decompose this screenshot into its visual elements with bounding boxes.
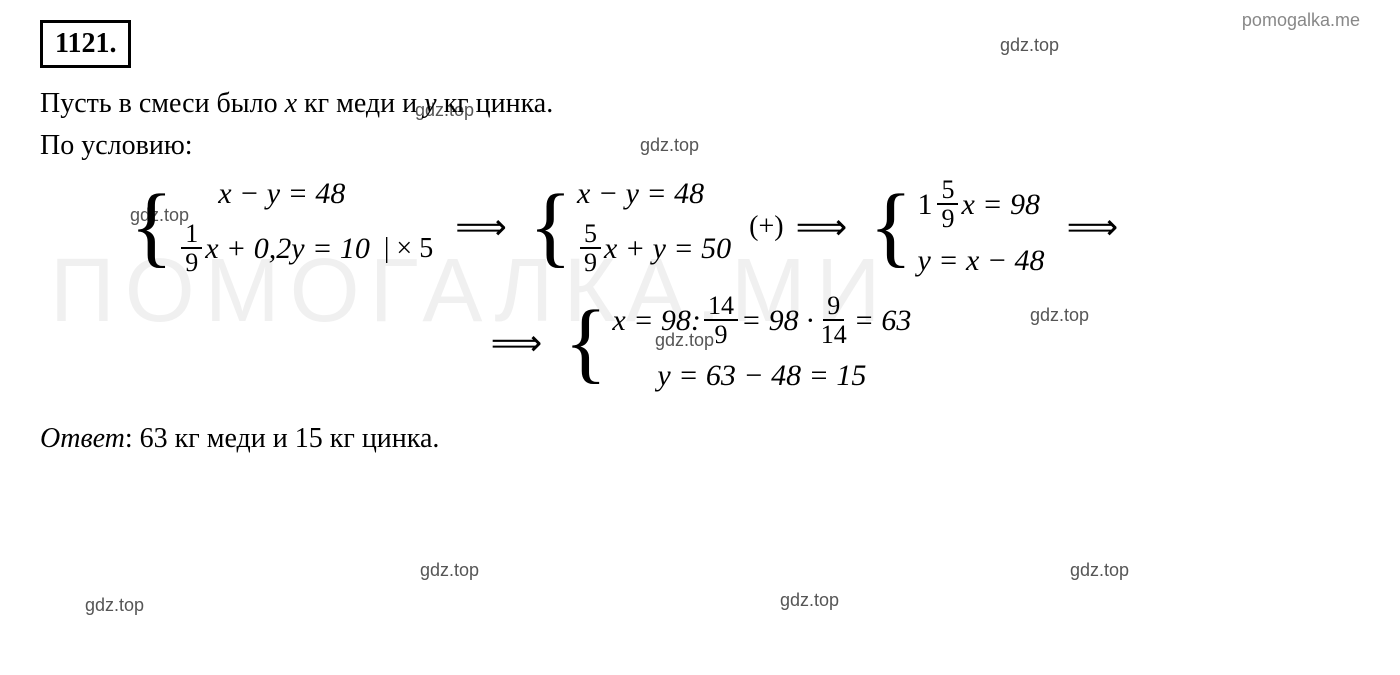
- statement-suffix: кг цинка.: [437, 88, 554, 119]
- denominator: 9: [710, 321, 731, 350]
- fraction: 1 9: [181, 221, 202, 278]
- eq-text: y = x − 48: [917, 244, 1044, 278]
- brace-icon: {: [529, 177, 572, 278]
- eq-text: x = 98: [961, 188, 1040, 222]
- numerator: 5: [937, 177, 958, 205]
- eq-text: = 98 ·: [741, 304, 814, 338]
- gdz-watermark: gdz.top: [780, 590, 839, 611]
- brace-icon: {: [130, 177, 173, 278]
- denominator: 9: [181, 249, 202, 278]
- equation-row-2: ⟹ { x = 98: 14 9 = 98 · 9 14 = 63: [40, 293, 1360, 394]
- eq-text: x + y = 50: [604, 232, 731, 266]
- gdz-watermark: gdz.top: [1070, 560, 1129, 581]
- system-content: x − y = 48 1 9 x + 0,2y = 10 | × 5: [173, 177, 433, 278]
- equation-row-1: { x − y = 48 1 9 x + 0,2y = 10 | × 5 ⟹ {: [120, 177, 1360, 278]
- equation: x − y = 48: [178, 177, 433, 211]
- denominator: 14: [817, 321, 851, 350]
- arrow-icon: ⟹: [796, 206, 848, 248]
- answer-line: Ответ: 63 кг меди и 15 кг цинка.: [40, 423, 1360, 455]
- eq-text: x − y = 48: [218, 177, 345, 211]
- plus-note: (+): [749, 211, 783, 243]
- numerator: 1: [181, 221, 202, 249]
- system-1: { x − y = 48 1 9 x + 0,2y = 10 | × 5: [130, 177, 433, 278]
- system-3: { 1 5 9 x = 98 y = x − 48: [869, 177, 1044, 278]
- statement-prefix: Пусть в смеси было: [40, 88, 285, 119]
- eq-text: x + 0,2y = 10: [205, 232, 370, 266]
- system-content: x − y = 48 5 9 x + y = 50: [572, 177, 731, 278]
- numerator: 5: [580, 221, 601, 249]
- brace-icon: {: [869, 177, 912, 278]
- denominator: 9: [937, 205, 958, 234]
- eq-text: y = 63 − 48 = 15: [657, 359, 866, 393]
- equation: 1 9 x + 0,2y = 10 | × 5: [178, 221, 433, 278]
- system-2: { x − y = 48 5 9 x + y = 50: [529, 177, 731, 278]
- solution-content: 1121. Пусть в смеси было x кг меди и y к…: [40, 20, 1360, 455]
- fraction: 5 9: [937, 177, 958, 234]
- numerator: 14: [704, 293, 738, 321]
- variable-y: y: [424, 88, 436, 119]
- arrow-icon: ⟹: [491, 322, 543, 364]
- condition-label: По условию:: [40, 130, 1360, 162]
- brace-icon: {: [564, 293, 607, 394]
- equation: x = 98: 14 9 = 98 · 9 14 = 63: [612, 293, 911, 350]
- equation: y = 63 − 48 = 15: [612, 359, 911, 393]
- mixed-whole: 1: [917, 188, 932, 222]
- system-content: 1 5 9 x = 98 y = x − 48: [912, 177, 1044, 278]
- fraction: 14 9: [704, 293, 738, 350]
- multiply-note: | × 5: [384, 233, 433, 265]
- equation: y = x − 48: [917, 244, 1044, 278]
- eq-text: = 63: [854, 304, 912, 338]
- numerator: 9: [823, 293, 844, 321]
- equation: x − y = 48: [577, 177, 731, 211]
- variable-x: x: [285, 88, 297, 119]
- gdz-watermark: gdz.top: [420, 560, 479, 581]
- denominator: 9: [580, 249, 601, 278]
- fraction: 9 14: [817, 293, 851, 350]
- eq-text: x = 98:: [612, 304, 701, 338]
- equation: 1 5 9 x = 98: [917, 177, 1044, 234]
- problem-number: 1121.: [40, 20, 131, 68]
- gdz-watermark: gdz.top: [85, 595, 144, 616]
- fraction: 5 9: [580, 221, 601, 278]
- answer-label: Ответ: [40, 423, 125, 454]
- arrow-icon: ⟹: [455, 206, 507, 248]
- answer-text: : 63 кг меди и 15 кг цинка.: [125, 423, 440, 454]
- system-content: x = 98: 14 9 = 98 · 9 14 = 63 y = 63 − 4…: [607, 293, 911, 394]
- system-4: { x = 98: 14 9 = 98 · 9 14 = 63: [564, 293, 911, 394]
- equation: 5 9 x + y = 50: [577, 221, 731, 278]
- arrow-icon: ⟹: [1067, 206, 1119, 248]
- problem-statement: Пусть в смеси было x кг меди и y кг цинк…: [40, 88, 1360, 120]
- eq-text: x − y = 48: [577, 177, 704, 211]
- statement-mid: кг меди и: [297, 88, 424, 119]
